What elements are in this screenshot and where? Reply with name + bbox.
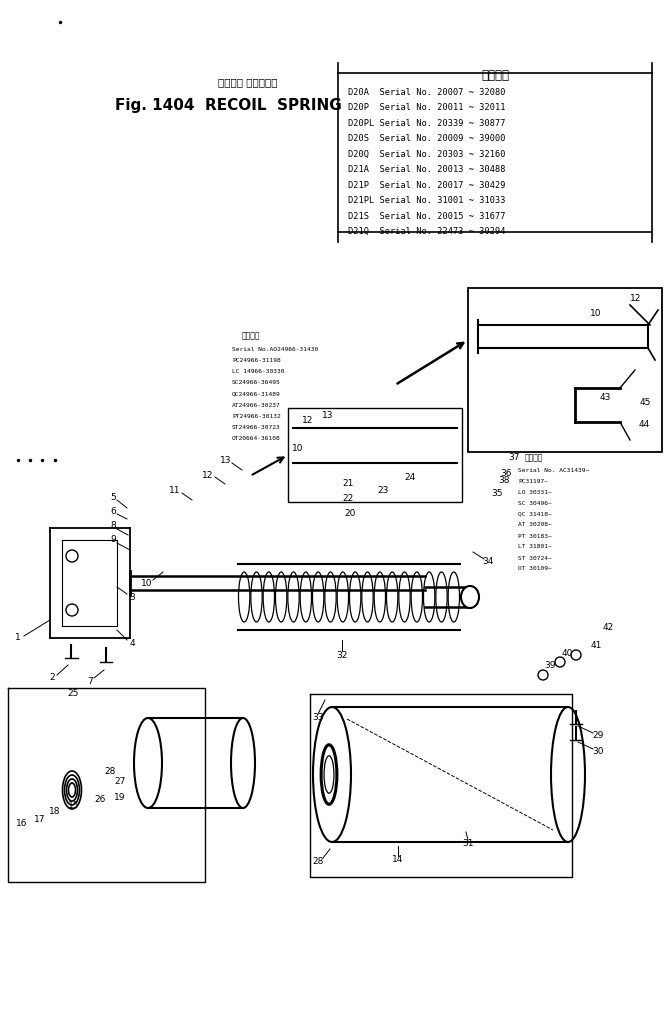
Text: ST24966-30723: ST24966-30723 [232, 425, 281, 430]
Text: 14: 14 [392, 856, 404, 865]
Text: 30: 30 [592, 747, 603, 756]
Text: 20: 20 [344, 510, 355, 519]
Text: 5: 5 [110, 492, 116, 501]
Text: 29: 29 [592, 732, 603, 741]
Text: 9: 9 [110, 536, 116, 544]
Text: 7: 7 [87, 677, 93, 686]
Text: 12: 12 [202, 471, 214, 479]
Text: 12: 12 [630, 293, 642, 302]
Text: PC24966-31198: PC24966-31198 [232, 357, 281, 362]
Text: 28: 28 [312, 858, 324, 867]
Text: OT20664-36108: OT20664-36108 [232, 436, 281, 442]
Ellipse shape [461, 586, 479, 608]
Text: 8: 8 [110, 522, 116, 531]
Text: 18: 18 [49, 808, 60, 816]
Text: SC24966-36495: SC24966-36495 [232, 380, 281, 385]
Text: 10: 10 [590, 309, 601, 318]
Text: LC 14966-30330: LC 14966-30330 [232, 368, 284, 374]
Text: 26: 26 [94, 796, 106, 805]
Text: 23: 23 [377, 485, 388, 494]
Text: 19: 19 [114, 793, 126, 802]
Text: 12: 12 [302, 415, 314, 424]
Text: AT24966-30237: AT24966-30237 [232, 403, 281, 407]
Text: 25: 25 [67, 689, 79, 698]
Text: 38: 38 [498, 475, 510, 484]
Text: D21S  Serial No. 20015 ~ 31677: D21S Serial No. 20015 ~ 31677 [348, 211, 505, 220]
Text: D21Q  Serial No. 22473 ~ 30294: D21Q Serial No. 22473 ~ 30294 [348, 227, 505, 236]
Text: 27: 27 [114, 777, 126, 787]
Text: 6: 6 [110, 506, 116, 516]
Text: 43: 43 [599, 393, 611, 402]
Text: D20PL Serial No. 20339 ~ 30877: D20PL Serial No. 20339 ~ 30877 [348, 119, 505, 128]
Text: 35: 35 [491, 488, 503, 497]
Text: 34: 34 [482, 557, 494, 566]
Text: 40: 40 [561, 649, 573, 658]
Text: PT24966-30132: PT24966-30132 [232, 414, 281, 419]
Text: 42: 42 [602, 623, 614, 632]
Text: 3: 3 [129, 593, 135, 602]
Text: D20A  Serial No. 20007 ~ 32080: D20A Serial No. 20007 ~ 32080 [348, 87, 505, 96]
Text: D21PL Serial No. 31001 ~ 31033: D21PL Serial No. 31001 ~ 31033 [348, 196, 505, 205]
Text: PC31197~: PC31197~ [518, 478, 548, 483]
Text: 28: 28 [104, 767, 116, 776]
Text: 適用号機: 適用号機 [242, 332, 261, 340]
Text: 44: 44 [638, 419, 650, 428]
Text: LT 31801~: LT 31801~ [518, 544, 552, 549]
Text: PT 30183~: PT 30183~ [518, 534, 552, 539]
Text: Fig. 1404  RECOIL  SPRING: Fig. 1404 RECOIL SPRING [115, 97, 341, 113]
Text: 15: 15 [69, 802, 80, 811]
Text: 22: 22 [342, 493, 353, 502]
Bar [468, 288, 662, 452]
Text: 11: 11 [169, 485, 181, 494]
Text: Serial No. AC31439~: Serial No. AC31439~ [518, 468, 589, 473]
Text: 4: 4 [129, 638, 135, 648]
Text: 39: 39 [544, 662, 556, 671]
Text: D20S  Serial No. 20009 ~ 39000: D20S Serial No. 20009 ~ 39000 [348, 134, 505, 143]
Text: ST 30724~: ST 30724~ [518, 555, 552, 560]
Text: 13: 13 [323, 410, 334, 419]
Text: D20P  Serial No. 20011 ~ 32011: D20P Serial No. 20011 ~ 32011 [348, 103, 505, 112]
Text: AT 30208~: AT 30208~ [518, 523, 552, 528]
Text: 41: 41 [590, 640, 601, 650]
Bar [288, 408, 462, 502]
Text: LO 30331~: LO 30331~ [518, 489, 552, 494]
Text: D21P  Serial No. 20017 ~ 30429: D21P Serial No. 20017 ~ 30429 [348, 181, 505, 190]
Text: QC 31418~: QC 31418~ [518, 512, 552, 517]
Text: 36: 36 [500, 469, 512, 477]
Text: OT 30109~: OT 30109~ [518, 566, 552, 571]
Text: 10: 10 [141, 579, 153, 588]
Text: SC 30496~: SC 30496~ [518, 500, 552, 505]
Text: 24: 24 [405, 473, 415, 481]
Text: D21A  Serial No. 20013 ~ 30488: D21A Serial No. 20013 ~ 30488 [348, 165, 505, 174]
Text: 31: 31 [462, 839, 474, 849]
Text: 13: 13 [220, 456, 232, 465]
Text: 21: 21 [342, 478, 353, 487]
Text: 適用号機: 適用号機 [481, 68, 509, 81]
Text: 16: 16 [16, 819, 28, 828]
Text: 1: 1 [15, 633, 21, 642]
Text: 適用号機: 適用号機 [525, 454, 544, 463]
Text: 45: 45 [639, 398, 650, 406]
Text: 2: 2 [49, 674, 55, 682]
Text: 10: 10 [292, 444, 304, 453]
Text: 32: 32 [336, 651, 347, 660]
Text: D20Q  Serial No. 20303 ~ 32160: D20Q Serial No. 20303 ~ 32160 [348, 149, 505, 158]
Text: QC24966-31489: QC24966-31489 [232, 392, 281, 396]
Text: Serial No.AO24966-31430: Serial No.AO24966-31430 [232, 346, 319, 351]
Text: 17: 17 [34, 814, 46, 823]
Text: 33: 33 [312, 714, 324, 723]
Text: 37: 37 [508, 453, 519, 462]
Text: リコイル スプリング: リコイル スプリング [218, 77, 278, 87]
